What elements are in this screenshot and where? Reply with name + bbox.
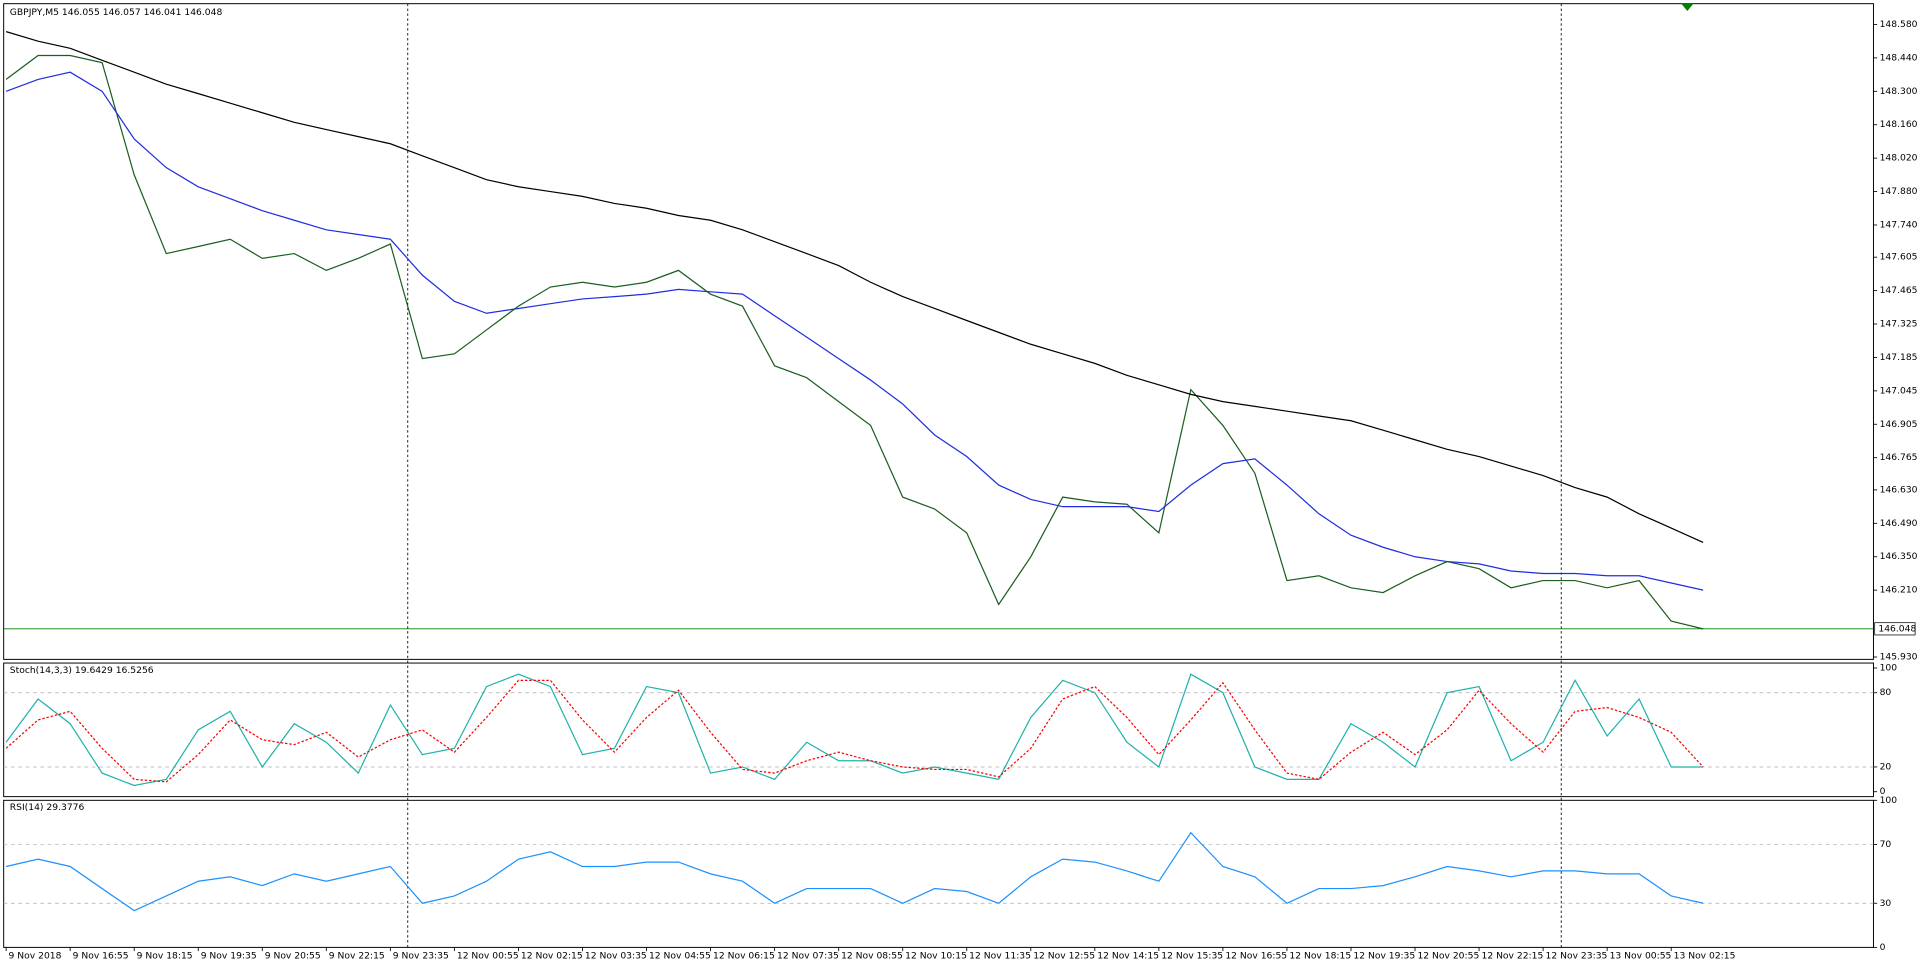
y-tick-label: 146.905	[1880, 419, 1918, 430]
y-tick-label: 147.045	[1880, 385, 1918, 396]
x-tick-label: 12 Nov 07:35	[777, 950, 839, 961]
series-line	[5, 71, 1704, 591]
series-line	[5, 673, 1704, 787]
y-tick-label: 146.765	[1880, 452, 1918, 463]
last-price-label: 146.048	[1878, 623, 1916, 634]
y-tick-label: 145.930	[1880, 651, 1918, 662]
y-tick-label: 30	[1880, 898, 1892, 909]
x-tick-label: 12 Nov 00:55	[457, 950, 519, 961]
price-pane	[3, 3, 1874, 660]
pane-title: GBPJPY,M5 146.055 146.057 146.041 146.04…	[10, 7, 223, 18]
y-tick-label: 148.440	[1880, 52, 1918, 63]
y-tick-label: 0	[1880, 942, 1886, 953]
pane-title: Stoch(14,3,3) 19.6429 16.5256	[10, 665, 154, 676]
series-line	[5, 679, 1704, 783]
y-tick-label: 146.630	[1880, 484, 1918, 495]
series-line	[5, 54, 1704, 630]
x-tick-label: 9 Nov 18:15	[137, 950, 193, 961]
x-tick-label: 12 Nov 22:15	[1482, 950, 1544, 961]
y-tick-label: 147.465	[1880, 285, 1918, 296]
y-tick-label: 70	[1880, 839, 1892, 850]
y-tick-label: 80	[1880, 687, 1892, 698]
y-tick-label: 148.160	[1880, 119, 1918, 130]
y-tick-label: 147.185	[1880, 352, 1918, 363]
x-tick-label: 12 Nov 08:55	[841, 950, 903, 961]
x-tick-label: 13 Nov 00:55	[1610, 950, 1672, 961]
series-line	[5, 831, 1704, 912]
last-price-box	[1874, 622, 1916, 636]
y-tick-label: 100	[1880, 795, 1898, 806]
y-tick-label: 100	[1880, 662, 1898, 673]
x-tick-label: 12 Nov 19:35	[1353, 950, 1415, 961]
x-tick-label: 9 Nov 19:35	[201, 950, 257, 961]
y-tick-label: 146.490	[1880, 518, 1918, 529]
pane-title: RSI(14) 29.3776	[10, 802, 85, 813]
x-tick-label: 12 Nov 15:35	[1161, 950, 1223, 961]
x-tick-label: 12 Nov 23:35	[1546, 950, 1608, 961]
y-tick-label: 148.300	[1880, 86, 1918, 97]
x-tick-label: 12 Nov 03:35	[585, 950, 647, 961]
x-tick-label: 12 Nov 18:15	[1289, 950, 1351, 961]
y-tick-label: 148.020	[1880, 153, 1918, 164]
x-tick-label: 9 Nov 2018	[9, 950, 62, 961]
x-tick-label: 12 Nov 02:15	[521, 950, 583, 961]
y-tick-label: 146.350	[1880, 551, 1918, 562]
x-tick-label: 12 Nov 04:55	[649, 950, 711, 961]
x-tick-label: 9 Nov 20:55	[265, 950, 321, 961]
y-tick-label: 147.880	[1880, 186, 1918, 197]
x-tick-label: 12 Nov 16:55	[1225, 950, 1287, 961]
x-tick-label: 13 Nov 02:15	[1674, 950, 1736, 961]
x-tick-label: 9 Nov 22:15	[329, 950, 385, 961]
x-tick-label: 12 Nov 20:55	[1417, 950, 1479, 961]
shift-marker	[1681, 3, 1694, 12]
y-tick-label: 147.325	[1880, 319, 1918, 330]
y-tick-label: 20	[1880, 761, 1892, 772]
y-tick-label: 146.210	[1880, 585, 1918, 596]
y-tick-label: 0	[1880, 786, 1886, 797]
y-tick-label: 148.580	[1880, 19, 1918, 30]
x-tick-label: 9 Nov 16:55	[73, 950, 129, 961]
rsi-pane	[3, 799, 1874, 948]
x-tick-label: 12 Nov 14:15	[1097, 950, 1159, 961]
x-tick-label: 12 Nov 12:55	[1033, 950, 1095, 961]
y-tick-label: 147.605	[1880, 252, 1918, 263]
stoch-pane	[3, 662, 1874, 798]
series-line	[5, 31, 1704, 544]
x-tick-label: 12 Nov 06:15	[713, 950, 775, 961]
y-tick-label: 147.740	[1880, 219, 1918, 230]
x-tick-label: 9 Nov 23:35	[393, 950, 449, 961]
x-tick-label: 12 Nov 11:35	[969, 950, 1031, 961]
x-tick-label: 12 Nov 10:15	[905, 950, 967, 961]
